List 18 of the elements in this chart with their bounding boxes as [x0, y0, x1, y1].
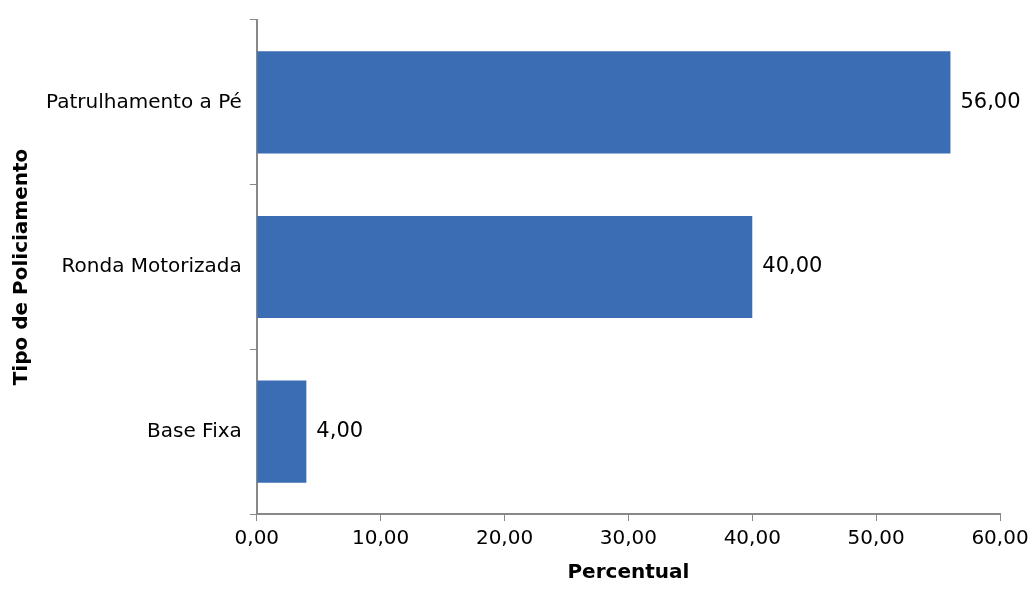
y-tick-label: Base Fixa	[147, 417, 242, 442]
y-axis-title: Tipo de Policiamento	[8, 148, 33, 386]
y-tick-label: Ronda Motorizada	[61, 253, 242, 278]
bar	[257, 380, 307, 483]
x-tick-label: 40,00	[723, 525, 781, 550]
x-axis-title: Percentual	[567, 559, 690, 584]
bar	[257, 215, 753, 319]
bar	[257, 51, 951, 154]
x-tick-label: 60,00	[971, 525, 1029, 550]
data-label: 56,00	[960, 88, 1021, 113]
x-tick-label: 0,00	[234, 525, 280, 550]
x-tick-label: 20,00	[475, 525, 534, 550]
x-tick-label: 30,00	[599, 525, 658, 550]
data-label: 4,00	[316, 418, 364, 443]
x-tick-label: 50,00	[847, 525, 905, 550]
data-label: 40,00	[762, 253, 823, 278]
x-tick-label: 10,00	[352, 525, 410, 550]
y-tick-label: Patrulhamento a Pé	[46, 88, 242, 113]
